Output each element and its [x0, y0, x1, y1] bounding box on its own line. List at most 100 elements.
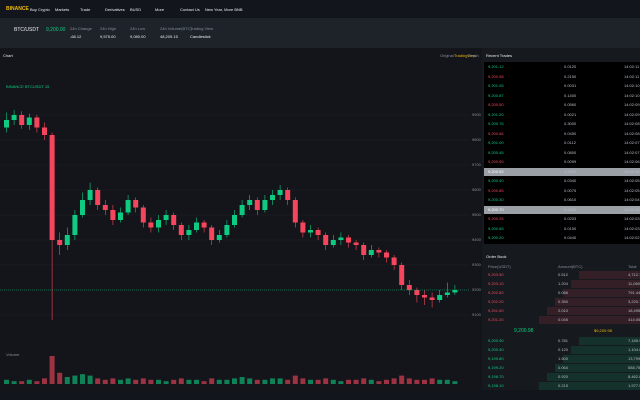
- nav-item[interactable]: More: [155, 7, 165, 12]
- depth-bar: [539, 316, 640, 324]
- candle-body: [140, 207, 146, 223]
- trade-amount: 0.0203: [564, 216, 577, 221]
- trade-price: 9,200.66: [488, 130, 504, 136]
- trade-price: 9,201.12: [488, 64, 504, 69]
- candle-body: [95, 190, 101, 205]
- book-cell: 1,104.05: [628, 347, 640, 352]
- volume-bar: [391, 378, 397, 384]
- book-cell: 9,203.10: [488, 281, 504, 286]
- candle-body: [209, 227, 215, 240]
- volume-bar: [171, 379, 177, 384]
- book-cell: 9,200.40: [488, 347, 504, 352]
- nav-item[interactable]: Contact Us: [180, 7, 200, 12]
- depth-bar: [547, 307, 640, 315]
- y-tick-label: 9200: [472, 287, 482, 292]
- candle-body: [376, 250, 382, 253]
- book-cell: 9,198.10: [488, 383, 504, 388]
- y-tick-label: 9500: [472, 212, 482, 217]
- volume-bar: [323, 378, 329, 384]
- y-tick-label: 9900: [472, 112, 482, 117]
- volume-bar: [452, 381, 458, 384]
- candle-body: [338, 237, 344, 240]
- book-cell: 0.350: [558, 299, 569, 304]
- candle-body: [323, 235, 329, 245]
- volume-bar: [19, 381, 25, 384]
- volume-bar: [239, 377, 245, 384]
- trade-price: 9,200.50: [488, 102, 504, 107]
- volume-bar: [209, 378, 215, 384]
- trade-amount: 0.0150: [564, 225, 577, 231]
- trade-amount: 0.1400: [564, 92, 577, 98]
- volume-bar: [72, 375, 78, 384]
- candle-body: [201, 222, 207, 228]
- book-cell: 9,201.60: [488, 308, 504, 313]
- volume-bar: [361, 378, 367, 384]
- nav-item[interactable]: New Year, More BNB: [205, 7, 243, 12]
- pair[interactable]: BTC/USDT: [14, 27, 39, 33]
- candle-body: [11, 115, 17, 120]
- trade-time: 14:02:09: [624, 102, 640, 107]
- book-cell: 3,220.77: [628, 299, 640, 304]
- depth-bar: [555, 364, 640, 372]
- trade-amount: 0.9800: [564, 206, 577, 212]
- volume-bar: [110, 378, 116, 384]
- book-cell: 18,495.22: [628, 308, 640, 313]
- trades-title: Recent Trades: [486, 53, 513, 58]
- nav-item[interactable]: Trade: [80, 7, 91, 12]
- book-cell: 791.44: [628, 290, 640, 295]
- trade-amount: 0.0800: [564, 149, 577, 155]
- volume-bar: [444, 379, 450, 384]
- candle-body: [80, 200, 85, 215]
- chart: 9100 9200 9300 9400 9500 9600 9700 9800 9900: [0, 110, 482, 384]
- chart-tab[interactable]: Original: [440, 53, 454, 58]
- volume-bar: [216, 379, 222, 384]
- book-cell: 4,712.19: [628, 272, 640, 277]
- candle-body: [391, 257, 397, 265]
- candle-body: [399, 265, 405, 285]
- depth-bar: [563, 355, 640, 363]
- candle-body: [384, 252, 389, 258]
- book-header: Total: [628, 264, 637, 269]
- nav-item[interactable]: Buy Crypto: [30, 7, 50, 12]
- volume-bar: [338, 381, 344, 384]
- candle-body: [361, 245, 367, 255]
- volume-bar: [254, 379, 260, 384]
- trade-time: 14:02:10: [624, 83, 640, 88]
- candle-body: [429, 297, 435, 300]
- chart-tab[interactable]: TradingView: [454, 53, 477, 58]
- trade-amount: 0.3000: [564, 121, 577, 126]
- volume-bar: [353, 379, 359, 384]
- candle-body: [300, 222, 306, 233]
- trade-price: 9,200.20: [488, 235, 504, 240]
- volume-bar: [270, 378, 275, 384]
- nav-item[interactable]: BUSD: [130, 7, 142, 12]
- candle-body: [118, 212, 123, 220]
- volume-bar: [330, 379, 336, 384]
- candle-body: [133, 200, 139, 208]
- candle-body: [353, 242, 359, 245]
- trade-time: 14:02:09: [624, 111, 640, 117]
- volume-label: Volume: [6, 352, 20, 357]
- depth-bar: [547, 373, 640, 381]
- book-header: Price(USDT): [488, 264, 511, 269]
- candle-body: [163, 215, 169, 220]
- ticker-bar: [0, 18, 640, 48]
- depth-bar: [539, 382, 640, 390]
- volume-bar: [87, 375, 93, 384]
- nav-item[interactable]: Markets: [55, 7, 70, 12]
- candle-body: [452, 290, 458, 293]
- stat-value: 48,209.15: [160, 34, 178, 39]
- book-cell: 0.120: [558, 347, 569, 352]
- candle-body: [194, 222, 199, 230]
- nav-item[interactable]: Derivatives: [105, 7, 125, 12]
- candle-body: [57, 240, 63, 245]
- book-cell: 1,977.59: [628, 383, 640, 388]
- volume-bar: [300, 378, 306, 384]
- book-cell: 13,799.70: [628, 356, 640, 361]
- chart-tab[interactable]: Depth: [468, 53, 479, 58]
- logo[interactable]: BINANCE: [6, 6, 29, 12]
- volume-bar: [406, 378, 412, 384]
- trade-time: 14:02:03: [624, 225, 640, 231]
- candle-body: [422, 295, 427, 298]
- candle-body: [232, 215, 237, 225]
